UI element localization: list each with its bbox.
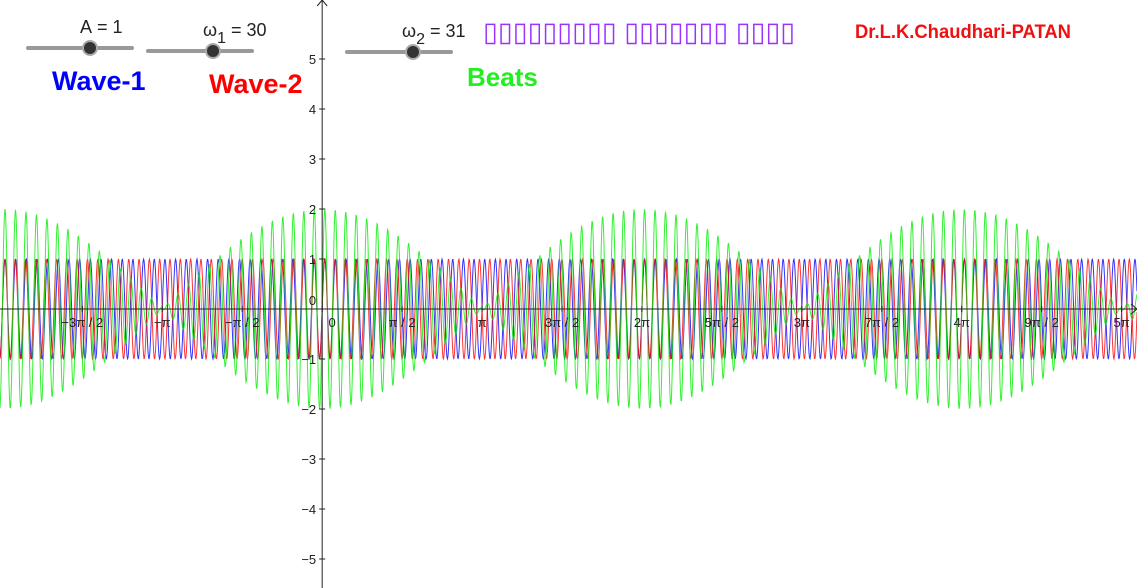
y-tick-label: −2 [301,402,316,417]
slider-knob[interactable] [405,44,421,60]
y-tick-label: 3 [309,152,316,167]
slider-label: ω1 = 30 [203,20,267,47]
x-tick-label: 3π / 2 [545,315,579,330]
legend-label: Wave-1 [52,66,146,96]
y-tick-label: 5 [309,52,316,67]
x-tick-label: 5π / 2 [705,315,739,330]
slider[interactable]: ω2 = 31 [345,21,466,60]
slider[interactable]: ω1 = 30 [146,20,267,59]
slider-knob[interactable] [205,43,221,59]
y-tick-label: 1 [309,252,316,267]
slider[interactable]: A = 1 [26,17,134,56]
y-tick-label: 4 [309,102,316,117]
slider-label: ω2 = 31 [402,21,466,48]
legend-label: Beats [467,62,538,92]
x-tick-label: 0 [329,315,336,330]
x-tick-label: 5π [1114,315,1130,330]
slider-symbol: A [80,17,92,37]
x-tick-label: π / 2 [389,315,416,330]
y-tick-label: 0 [309,293,316,308]
x-tick-label: 7π / 2 [865,315,899,330]
y-tick-label: 2 [309,202,316,217]
slider-subscript: 2 [416,31,425,48]
x-tick-label: 9π / 2 [1025,315,1059,330]
author: Dr.L.K.Chaudhari-PATAN [855,22,1071,43]
slider-subscript: 1 [217,30,226,47]
slider-symbol: ω [402,21,416,41]
slider-knob[interactable] [82,40,98,56]
x-tick-label: 3π [794,315,810,330]
x-tick-label: −3π / 2 [61,315,103,330]
legend-label: Wave-2 [209,69,303,99]
slider-value: = 31 [430,21,466,41]
y-tick-label: −1 [301,352,316,367]
x-tick-label: 2π [634,315,650,330]
slider-value: = 1 [97,17,123,37]
curve [0,208,1137,409]
title: ▯▯▯▯▯▯▯▯▯ ▯▯▯▯▯▯▯ ▯▯▯▯ [483,17,795,47]
x-tick-label: −π [154,315,171,330]
y-axis-arrow [316,0,328,7]
y-tick-label: −5 [301,552,316,567]
y-tick-label: −3 [301,452,316,467]
x-axis-arrow [1130,303,1137,315]
x-tick-label: π [478,315,487,330]
x-tick-label: 4π [954,315,970,330]
curve [0,257,1137,361]
x-tick-label: −π / 2 [225,315,260,330]
slider-label: A = 1 [80,17,123,37]
slider-symbol: ω [203,20,217,40]
slider-value: = 30 [231,20,267,40]
y-tick-label: −4 [301,502,316,517]
